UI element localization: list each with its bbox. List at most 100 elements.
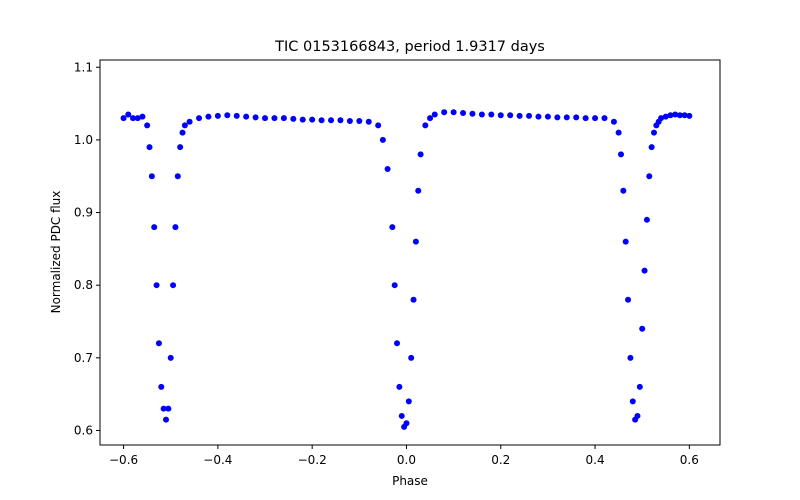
data-point (617, 151, 624, 158)
x-tick-label: −0.2 (298, 453, 327, 467)
data-point (405, 398, 412, 405)
data-point (398, 412, 405, 419)
data-point (526, 112, 533, 119)
data-point (554, 114, 561, 121)
y-tick-label: 0.8 (74, 278, 93, 292)
data-point (151, 224, 158, 231)
data-point (224, 112, 231, 119)
data-point (356, 118, 363, 125)
data-point (262, 115, 269, 122)
data-point (672, 111, 679, 118)
data-point (610, 118, 617, 125)
data-point (271, 115, 278, 122)
data-point (299, 116, 306, 123)
data-point (662, 113, 669, 120)
data-point (658, 115, 665, 122)
data-point (177, 144, 184, 151)
data-point (497, 112, 504, 119)
data-point (205, 113, 212, 120)
data-point (427, 115, 434, 122)
data-point (507, 112, 514, 119)
y-tick-label: 0.6 (74, 423, 93, 437)
data-point (233, 112, 240, 119)
data-point (488, 111, 495, 118)
data-point (181, 122, 188, 129)
data-point (592, 115, 599, 122)
data-point (650, 129, 657, 136)
data-point (431, 111, 438, 118)
data-point (412, 238, 419, 245)
x-axis-label: Phase (392, 474, 428, 488)
data-point (403, 420, 410, 427)
data-point (636, 383, 643, 390)
data-point (280, 115, 287, 122)
data-point (384, 165, 391, 172)
data-point (120, 115, 127, 122)
data-point (389, 224, 396, 231)
y-tick-label: 0.9 (74, 206, 93, 220)
x-axis: −0.6 −0.4 −0.2 0.0 0.2 0.4 0.6 (109, 445, 699, 467)
data-point (639, 325, 646, 332)
data-point (337, 117, 344, 124)
data-point (460, 110, 467, 117)
data-point (130, 115, 136, 122)
data-point (252, 114, 259, 121)
chart-title: TIC 0153166843, period 1.9317 days (274, 39, 545, 55)
data-point (408, 354, 415, 361)
data-point (634, 412, 641, 419)
data-point (478, 111, 485, 118)
data-point (629, 398, 636, 405)
x-tick-label: −0.6 (109, 453, 138, 467)
data-point (160, 405, 167, 412)
data-point (172, 224, 179, 231)
data-point (328, 117, 335, 124)
data-point (146, 144, 153, 151)
data-point (573, 114, 580, 121)
data-point (601, 115, 608, 122)
data-point (646, 173, 653, 180)
y-axis: 0.6 0.7 0.8 0.9 1.0 1.1 (74, 60, 100, 437)
data-point (516, 112, 523, 119)
y-tick-label: 1.0 (74, 133, 93, 147)
data-point (620, 187, 627, 194)
data-point (148, 173, 155, 180)
data-point (158, 383, 165, 390)
data-point (582, 115, 589, 122)
data-point (186, 118, 193, 125)
data-point (415, 187, 422, 194)
data-point (290, 115, 297, 122)
data-point (318, 117, 325, 124)
data-point (625, 296, 632, 303)
data-point (153, 282, 160, 289)
data-point (648, 144, 655, 151)
data-point (243, 113, 250, 120)
y-tick-label: 0.7 (74, 351, 93, 365)
data-point (309, 116, 316, 123)
data-point (365, 118, 372, 125)
plot-frame (99, 59, 721, 446)
data-point (396, 383, 403, 390)
data-point (469, 110, 476, 117)
data-point (134, 115, 141, 122)
data-point (346, 118, 353, 125)
x-tick-label: 0.6 (680, 453, 699, 467)
data-point (391, 282, 398, 289)
data-point (170, 282, 177, 289)
data-point (422, 122, 429, 129)
data-point (627, 354, 634, 361)
y-tick-label: 1.1 (74, 60, 93, 74)
data-point (563, 114, 570, 121)
x-tick-label: 0.0 (397, 453, 416, 467)
x-tick-label: 0.4 (586, 453, 605, 467)
x-tick-label: 0.2 (491, 453, 510, 467)
data-point (417, 151, 424, 158)
data-point (375, 122, 382, 129)
data-point (544, 113, 551, 120)
x-tick-label: −0.4 (203, 453, 232, 467)
y-axis-label: Normalized PDC flux (49, 191, 63, 314)
data-point (174, 173, 181, 180)
data-point (667, 112, 674, 119)
data-point (196, 115, 203, 122)
data-point (686, 112, 693, 119)
